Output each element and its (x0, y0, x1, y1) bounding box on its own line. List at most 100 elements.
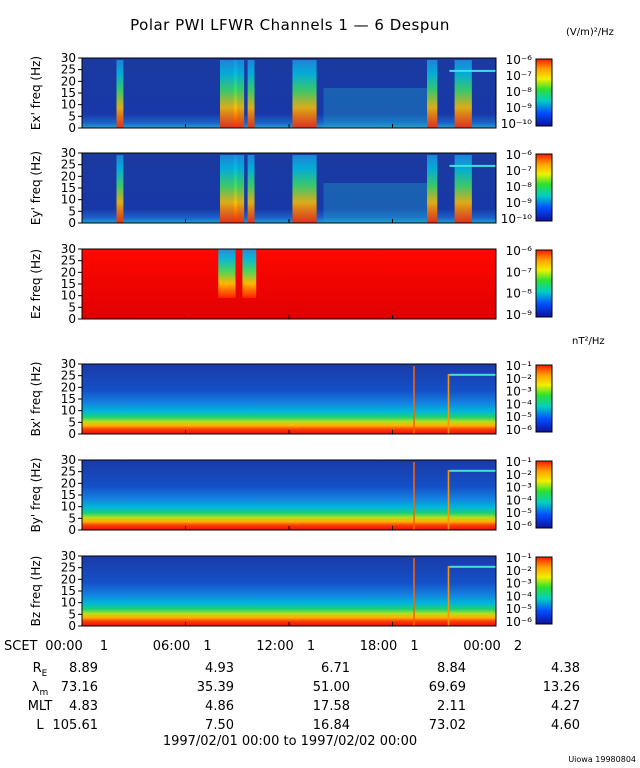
colorbar-label: 10⁻⁷ (506, 69, 533, 83)
emission-burst (427, 155, 438, 223)
ephemeris-label: L (36, 718, 44, 733)
colorbar-label: 10⁻² (506, 564, 533, 578)
ephemeris-value: 35.39 (197, 680, 234, 695)
emission-band (323, 88, 427, 128)
emission-band (323, 183, 427, 223)
ephemeris-value: 73.02 (429, 718, 466, 733)
y-tick-label: 5 (68, 109, 76, 123)
x-tick-day: 2 (514, 639, 522, 654)
emission-gap (242, 249, 257, 298)
y-tick-label: 15 (61, 181, 76, 195)
spike-line (447, 470, 450, 530)
y-axis-label: Bx' freq (Hz) (29, 362, 43, 437)
x-tick-label: 00:00 (45, 639, 82, 654)
ephemeris-value: 4.60 (551, 718, 580, 733)
spike-line (413, 366, 415, 434)
colorbar (535, 58, 553, 127)
ephemeris-value: 8.89 (69, 661, 98, 676)
y-axis-label: Ex' freq (Hz) (29, 56, 43, 130)
ephemeris-value: 2.11 (437, 699, 466, 714)
colorbar-label: 10⁻¹ (506, 551, 533, 565)
colorbar (535, 153, 553, 222)
emission-burst (233, 60, 245, 128)
interference-line (449, 164, 496, 167)
ephemeris-label: MLT (28, 699, 53, 714)
y-axis-label: By' freq (Hz) (29, 458, 43, 533)
colorbar-label: 10⁻⁵ (506, 410, 533, 424)
ephemeris-label: RE (33, 661, 48, 679)
interference-line (449, 469, 496, 472)
y-tick-label: 10 (61, 193, 76, 207)
ephemeris-value: 4.27 (551, 699, 580, 714)
y-tick-label: 5 (68, 511, 76, 525)
ephemeris-value: 73.16 (61, 680, 98, 695)
colorbar-label: 10⁻¹⁰ (501, 117, 532, 131)
y-axis-label: Bz freq (Hz) (29, 556, 43, 627)
colorbar-label: 10⁻⁸ (506, 180, 533, 194)
colorbar-label: 10⁻⁶ (506, 148, 533, 162)
y-tick-label: 0 (68, 619, 76, 633)
y-tick-label: 20 (61, 74, 76, 88)
ephemeris-value: 4.93 (205, 661, 234, 676)
y-tick-label: 30 (61, 549, 76, 563)
y-tick-label: 15 (61, 277, 76, 291)
colorbar-label: 10⁻¹⁰ (501, 212, 532, 226)
emission-burst (220, 155, 238, 223)
y-tick-label: 0 (68, 523, 76, 537)
spike-line (447, 566, 450, 626)
ephemeris-value: 105.61 (53, 718, 99, 733)
emission-burst (292, 155, 317, 223)
colorbar (535, 556, 553, 625)
y-tick-label: 10 (61, 289, 76, 303)
colorbar-label: 10⁻⁸ (506, 287, 533, 301)
ephemeris-value: 4.86 (205, 699, 234, 714)
y-tick-label: 5 (68, 607, 76, 621)
x-tick-day: 1 (203, 639, 211, 654)
ephemeris-value: 17.58 (313, 699, 350, 714)
y-tick-label: 30 (61, 357, 76, 371)
y-tick-label: 25 (61, 465, 76, 479)
y-tick-label: 20 (61, 265, 76, 279)
emission-burst (247, 155, 255, 223)
y-tick-label: 5 (68, 300, 76, 314)
y-tick-label: 30 (61, 453, 76, 467)
interference-line (449, 373, 496, 376)
colorbar-label: 10⁻⁶ (506, 423, 533, 437)
credit-label: Uiowa 19980804 (568, 755, 636, 764)
colorbar-label: 10⁻¹ (506, 359, 533, 373)
colorbar-label: 10⁻³ (506, 481, 533, 495)
colorbar-label: 10⁻³ (506, 385, 533, 399)
colorbar-label: 10⁻⁹ (506, 101, 533, 115)
ephemeris-value: 4.83 (69, 699, 98, 714)
colorbar-label: 10⁻³ (506, 577, 533, 591)
y-tick-label: 5 (68, 415, 76, 429)
y-tick-label: 15 (61, 584, 76, 598)
x-tick-day: 1 (307, 639, 315, 654)
y-tick-label: 25 (61, 63, 76, 77)
y-tick-label: 15 (61, 488, 76, 502)
emission-burst (454, 60, 472, 128)
emission-gap (218, 249, 236, 298)
panel-image (82, 364, 496, 434)
colorbar (535, 460, 553, 529)
ephemeris-value: 13.26 (543, 680, 580, 695)
y-tick-label: 20 (61, 476, 76, 490)
colorbar-label: 10⁻² (506, 372, 533, 386)
ephemeris-value: 7.50 (205, 718, 234, 733)
colorbar-label: 10⁻⁵ (506, 602, 533, 616)
y-tick-label: 10 (61, 98, 76, 112)
colorbar (535, 249, 553, 318)
y-tick-label: 0 (68, 427, 76, 441)
x-tick-label: 00:00 (463, 639, 500, 654)
y-tick-label: 15 (61, 392, 76, 406)
ephemeris-value: 8.84 (437, 661, 466, 676)
x-tick-label: 12:00 (256, 639, 293, 654)
colorbar-label: 10⁻⁸ (506, 85, 533, 99)
y-tick-label: 30 (61, 146, 76, 160)
y-tick-label: 0 (68, 216, 76, 230)
